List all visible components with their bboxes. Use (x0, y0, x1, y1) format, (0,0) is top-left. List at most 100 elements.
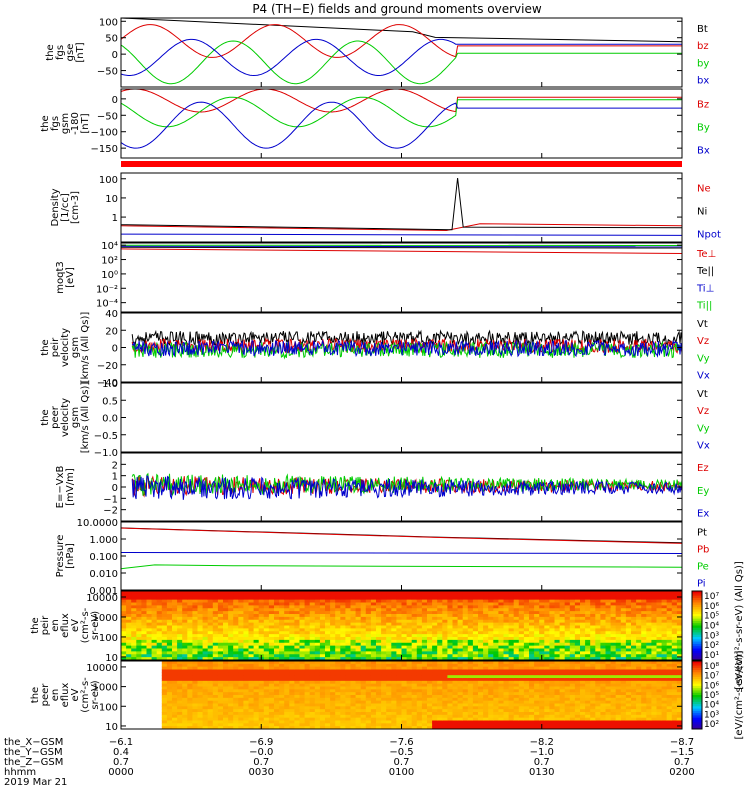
heatmap-cell (228, 712, 234, 716)
heatmap-cell (319, 695, 326, 699)
panel-ylabel: [nT] (80, 113, 91, 133)
heatmap-cell (319, 723, 326, 727)
heatmap-cell (228, 634, 234, 638)
heatmap-cell (615, 605, 622, 609)
heatmap-cell (309, 700, 316, 704)
heatmap-cell (335, 651, 341, 655)
heatmap-cell (223, 605, 229, 609)
heatmap-cell (508, 717, 515, 721)
heatmap-cell (656, 608, 662, 612)
heatmap-cell (554, 695, 560, 699)
heatmap-cell (472, 661, 479, 665)
heatmap-cell (590, 689, 596, 693)
heatmap-cell (488, 639, 494, 644)
heatmap-cell (274, 645, 280, 649)
heatmap-cell (192, 651, 198, 655)
heatmap-cell (447, 689, 453, 693)
heatmap-cell (488, 599, 494, 603)
heatmap-cell (319, 697, 326, 702)
heatmap-cell (539, 678, 545, 682)
heatmap-cell (274, 616, 280, 621)
heatmap-cell (207, 645, 214, 649)
heatmap-cell (304, 611, 311, 615)
heatmap-cell (406, 651, 413, 655)
heatmap-cell (141, 605, 147, 609)
heatmap-cell (131, 611, 137, 615)
heatmap-cell (335, 689, 341, 693)
heatmap-cell (508, 706, 515, 710)
heatmap-cell (340, 596, 346, 601)
colorbar-segment (692, 611, 702, 615)
heatmap-cell (544, 625, 550, 629)
heatmap-cell (564, 661, 571, 665)
heatmap-cell (534, 596, 540, 601)
heatmap-cell (238, 700, 244, 704)
heatmap-cell (580, 631, 586, 635)
heatmap-cell (263, 700, 270, 704)
heatmap-cell (268, 700, 275, 704)
heatmap-cell (391, 622, 397, 626)
heatmap-cell (472, 634, 479, 638)
heatmap-cell (529, 714, 535, 719)
heatmap-cell (411, 619, 418, 624)
heatmap-cell (146, 596, 152, 601)
heatmap-cell (386, 634, 392, 638)
heatmap-cell (544, 720, 550, 724)
heatmap-cell (355, 602, 362, 606)
heatmap-cell (529, 666, 535, 670)
heatmap-cell (427, 639, 433, 644)
heatmap-cell (187, 593, 193, 598)
heatmap-cell (585, 675, 591, 679)
heatmap-cell (304, 726, 311, 730)
panel-ylabel: velocity (60, 328, 71, 367)
heatmap-cell (279, 634, 285, 638)
heatmap-cell (248, 686, 254, 690)
heatmap-cell (223, 692, 229, 696)
heatmap-cell (182, 678, 188, 682)
heatmap-cell (370, 680, 377, 685)
heatmap-cell (284, 663, 290, 668)
heatmap-cell (396, 686, 402, 690)
heatmap-cell (493, 726, 499, 730)
heatmap-cell (136, 634, 142, 638)
heatmap-cell (631, 657, 637, 661)
heatmap-cell (447, 599, 453, 603)
heatmap-cell (233, 706, 239, 710)
heatmap-cell (330, 628, 336, 632)
heatmap-cell (355, 642, 362, 647)
heatmap-cell (503, 700, 509, 704)
heatmap-cell (350, 695, 356, 699)
heatmap-cell (559, 611, 566, 615)
heatmap-cell (268, 596, 275, 601)
heatmap-cell (330, 648, 336, 652)
heatmap-cell (228, 616, 234, 621)
heatmap-cell (396, 634, 402, 638)
heatmap-cell (488, 717, 494, 721)
heatmap-cell (666, 628, 673, 632)
heatmap-cell (580, 622, 586, 626)
heatmap-cell (192, 661, 198, 665)
heatmap-cell (559, 657, 566, 661)
heatmap-cell (518, 697, 525, 702)
heatmap-cell (207, 634, 214, 638)
heatmap-cell (360, 683, 367, 687)
heatmap-cell (279, 669, 285, 673)
heatmap-cell (253, 700, 260, 704)
heatmap-cell (345, 663, 351, 668)
heatmap-cell (279, 596, 285, 601)
heatmap-cell (406, 700, 413, 704)
heatmap-cell (421, 631, 428, 635)
heatmap-cell (330, 605, 336, 609)
heatmap-cell (223, 678, 229, 682)
heatmap-cell (355, 619, 362, 624)
heatmap-cell (350, 593, 356, 598)
heatmap-cell (641, 634, 647, 638)
heatmap-cell (365, 695, 372, 699)
heatmap-cell (416, 608, 423, 612)
heatmap-cell (605, 616, 611, 621)
heatmap-cell (595, 672, 601, 676)
heatmap-cell (457, 596, 464, 601)
heatmap-cell (263, 657, 270, 661)
heatmap-cell (478, 661, 484, 665)
heatmap-cell (641, 648, 647, 652)
